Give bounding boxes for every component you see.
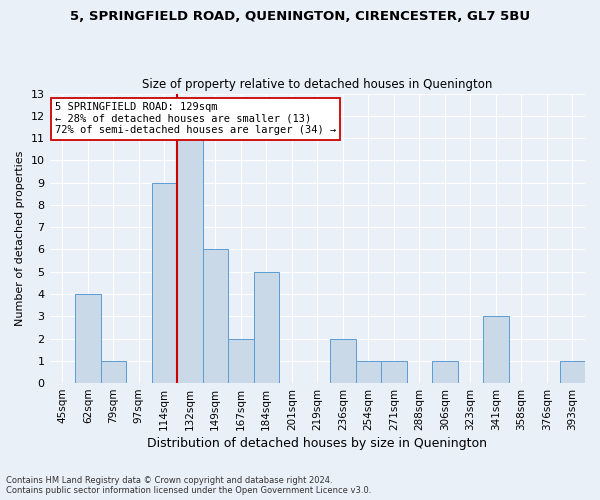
- Text: 5 SPRINGFIELD ROAD: 129sqm
← 28% of detached houses are smaller (13)
72% of semi: 5 SPRINGFIELD ROAD: 129sqm ← 28% of deta…: [55, 102, 336, 136]
- Bar: [381, 361, 407, 383]
- Bar: [432, 361, 458, 383]
- Y-axis label: Number of detached properties: Number of detached properties: [15, 150, 25, 326]
- Bar: [152, 182, 177, 383]
- Bar: [101, 361, 126, 383]
- Bar: [356, 361, 381, 383]
- Title: Size of property relative to detached houses in Quenington: Size of property relative to detached ho…: [142, 78, 493, 91]
- Text: 5, SPRINGFIELD ROAD, QUENINGTON, CIRENCESTER, GL7 5BU: 5, SPRINGFIELD ROAD, QUENINGTON, CIRENCE…: [70, 10, 530, 23]
- Bar: [228, 338, 254, 383]
- Bar: [483, 316, 509, 383]
- X-axis label: Distribution of detached houses by size in Quenington: Distribution of detached houses by size …: [147, 437, 487, 450]
- Bar: [560, 361, 585, 383]
- Bar: [254, 272, 279, 383]
- Bar: [203, 250, 228, 383]
- Text: Contains HM Land Registry data © Crown copyright and database right 2024.
Contai: Contains HM Land Registry data © Crown c…: [6, 476, 371, 495]
- Bar: [177, 138, 203, 383]
- Bar: [330, 338, 356, 383]
- Bar: [75, 294, 101, 383]
